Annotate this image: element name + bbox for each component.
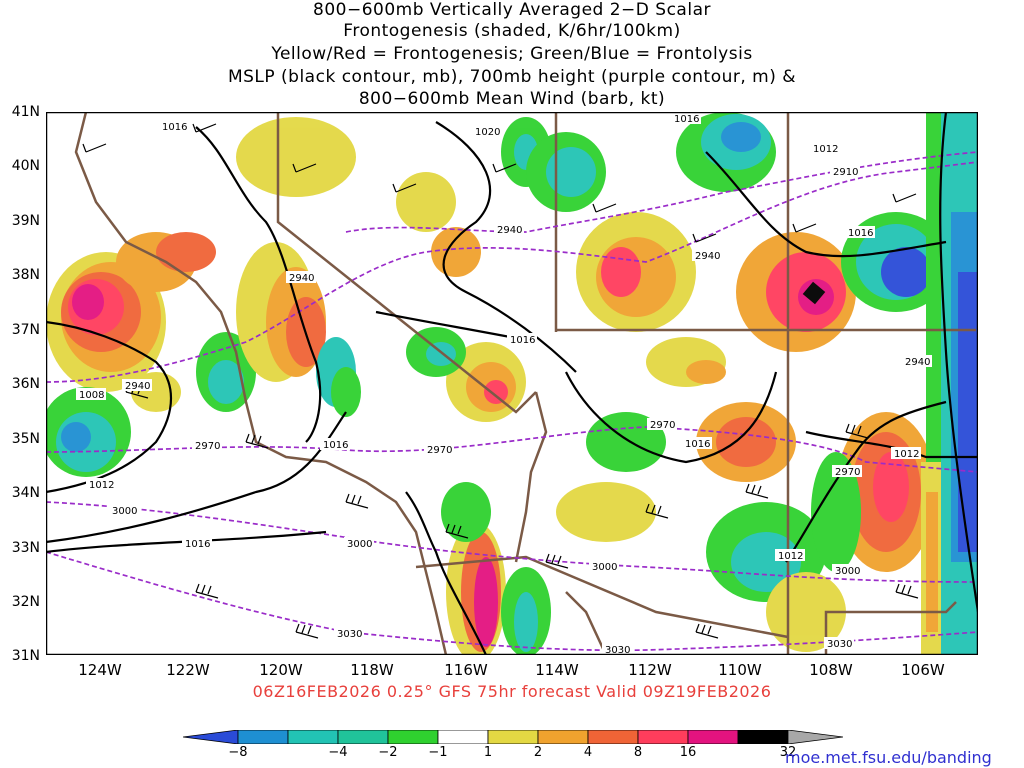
height-label: 2970 <box>650 420 675 431</box>
map-frame <box>46 112 978 655</box>
colorbar-tick-label: −2 <box>378 745 398 760</box>
colorbar-tick-label: −8 <box>228 745 248 760</box>
colorbar-tick-label: −4 <box>328 745 348 760</box>
colorbar-swatch <box>487 730 539 744</box>
mslp-label: 1016 <box>185 539 210 550</box>
height-label: 2970 <box>835 467 860 478</box>
colorbar-swatch <box>687 730 739 744</box>
height-label: 3030 <box>827 639 852 650</box>
lon-label-120w: 120W <box>259 661 303 679</box>
colorbar-swatch <box>737 730 789 744</box>
colorbar-swatch <box>537 730 589 744</box>
height-label: 3000 <box>347 539 372 550</box>
lon-label-122w: 122W <box>166 661 210 679</box>
lat-label-36n: 36N <box>11 376 40 392</box>
colorbar-tick-label: 8 <box>633 745 643 760</box>
map-title-line-5: 800−600mb Mean Wind (barb, kt) <box>358 89 666 109</box>
frontogenesis-shading <box>46 112 978 655</box>
map-title-line-1: 800−600mb Vertically Averaged 2−D Scalar <box>313 0 711 20</box>
map-title-line-2: Frontogenesis (shaded, K/6hr/100km) <box>343 21 681 41</box>
colorbar-swatch <box>787 730 843 744</box>
lat-label-40n: 40N <box>11 158 40 174</box>
height-label: 2970 <box>195 441 220 452</box>
colorbar-swatch <box>587 730 639 744</box>
lat-label-33n: 33N <box>11 540 40 556</box>
colorbar-swatch <box>387 730 439 744</box>
mslp-label: 1016 <box>323 440 348 451</box>
lon-label-110w: 110W <box>718 661 762 679</box>
map-title-line-3: Yellow/Red = Frontogenesis; Green/Blue =… <box>271 44 753 64</box>
colorbar-tick-label: 1 <box>483 745 493 760</box>
colorbar <box>183 730 843 744</box>
colorbar-tick-label: 4 <box>583 745 593 760</box>
lat-label-32n: 32N <box>11 594 40 610</box>
lon-label-124w: 124W <box>78 661 122 679</box>
colorbar-tick-label: 2 <box>533 745 543 760</box>
mslp-label: 1012 <box>89 480 114 491</box>
height-label: 2940 <box>905 357 930 368</box>
height-label: 2940 <box>497 225 522 236</box>
height-label: 2940 <box>289 273 314 284</box>
height-label: 3030 <box>605 645 630 655</box>
colorbar-tick-label: 32 <box>779 745 797 760</box>
mslp-label: 1008 <box>79 390 104 401</box>
height-label: 2940 <box>695 251 720 262</box>
mslp-label: 1016 <box>162 122 187 133</box>
mslp-label: 1012 <box>778 551 803 562</box>
colorbar-swatch <box>337 730 389 744</box>
map-title-line-4: MSLP (black contour, mb), 700mb height (… <box>227 67 797 87</box>
colorbar-tick-label: −1 <box>428 745 448 760</box>
contour-labels: 1016 1020 1016 1012 1016 1016 1008 1016 … <box>76 112 932 655</box>
height-label: 2940 <box>125 381 150 392</box>
height-label: 2970 <box>427 445 452 456</box>
height-label: 3000 <box>112 506 137 517</box>
lon-label-116w: 116W <box>444 661 488 679</box>
mslp-label: 1012 <box>894 449 919 460</box>
colorbar-swatch <box>287 730 339 744</box>
height-label: 3000 <box>592 562 617 573</box>
forecast-valid-line: 06Z16FEB2026 0.25° GFS 75hr forecast Val… <box>252 682 772 701</box>
lat-label-41n: 41N <box>11 104 40 120</box>
colorbar-swatch <box>183 730 239 744</box>
lon-label-114w: 114W <box>535 661 579 679</box>
lon-label-106w: 106W <box>901 661 945 679</box>
mslp-label: 1016 <box>685 439 710 450</box>
mslp-label: 1016 <box>674 114 699 125</box>
height-label: 2910 <box>833 167 858 178</box>
lon-label-108w: 108W <box>809 661 853 679</box>
lat-label-38n: 38N <box>11 267 40 283</box>
wind-barbs <box>82 123 919 639</box>
colorbar-swatch <box>437 730 489 744</box>
colorbar-tick-label: 16 <box>679 745 697 760</box>
colorbar-swatch <box>237 730 289 744</box>
lat-label-37n: 37N <box>11 322 40 338</box>
credit-url[interactable]: moe.met.fsu.edu/banding <box>785 748 992 767</box>
lat-label-31n: 31N <box>11 648 40 664</box>
height-label: 3030 <box>337 629 362 640</box>
lat-label-39n: 39N <box>11 213 40 229</box>
colorbar-swatch <box>637 730 689 744</box>
mslp-label: 1016 <box>510 335 535 346</box>
lat-label-35n: 35N <box>11 431 40 447</box>
mslp-label: 1016 <box>848 228 873 239</box>
frontogenesis-map: 1016 1020 1016 1012 1016 1016 1008 1016 … <box>46 112 978 655</box>
mslp-label: 1012 <box>813 144 838 155</box>
state-boundaries <box>74 112 976 655</box>
lat-label-34n: 34N <box>11 485 40 501</box>
lon-label-112w: 112W <box>628 661 672 679</box>
height-label: 3000 <box>835 566 860 577</box>
lon-label-118w: 118W <box>350 661 394 679</box>
mslp-label: 1020 <box>475 127 500 138</box>
